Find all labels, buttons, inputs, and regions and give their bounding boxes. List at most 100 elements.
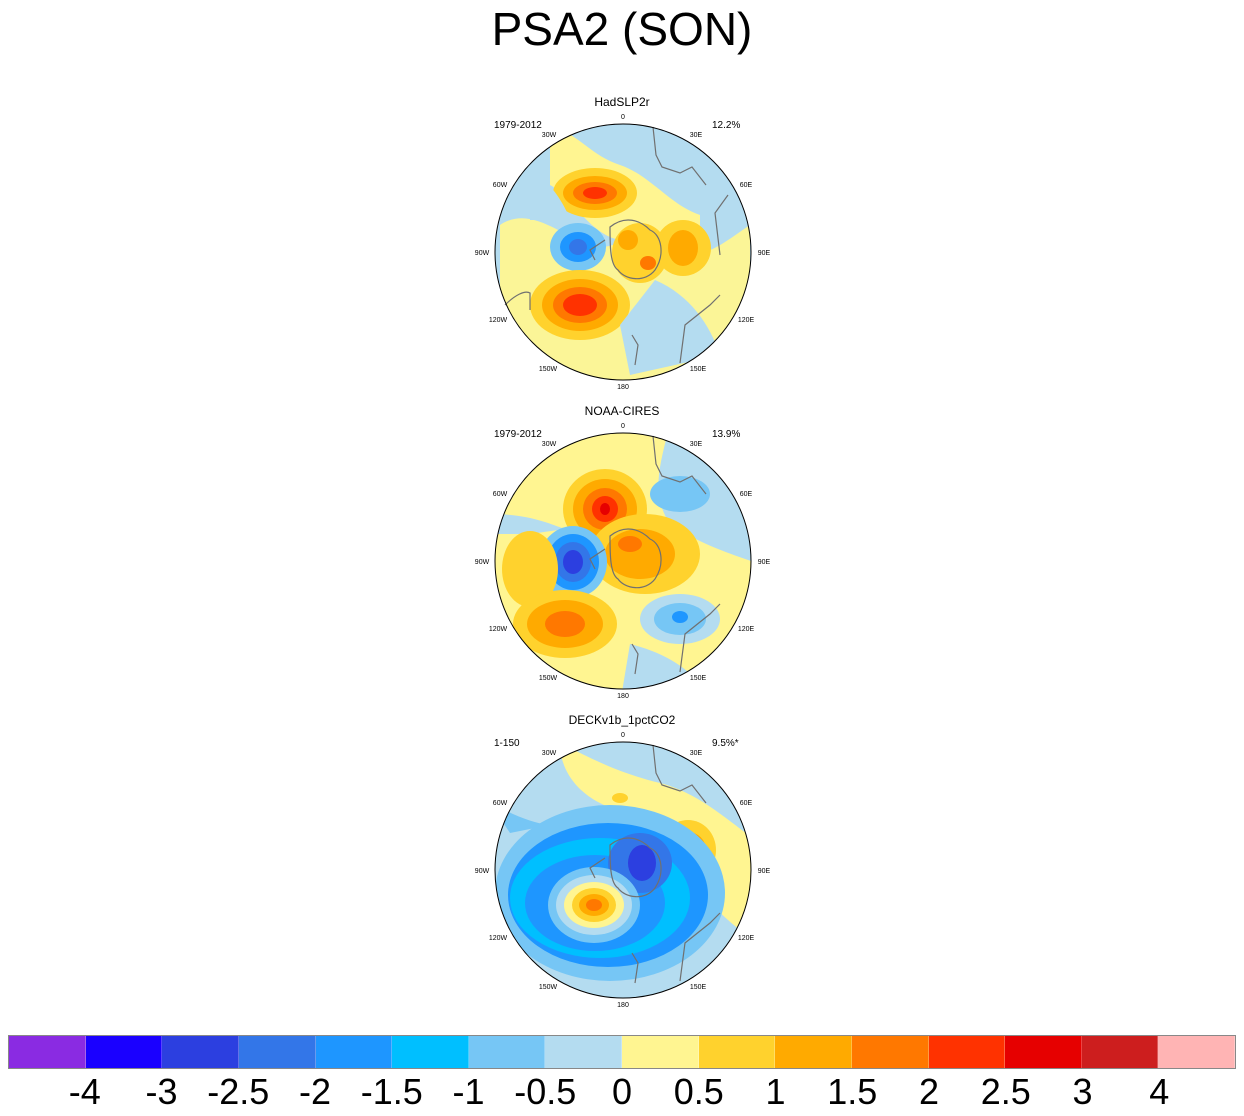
map-panel-noaa-cires: NOAA-CIRES 1979-2012 13.9% (470, 404, 774, 704)
coastline (652, 435, 707, 495)
lon-label: 90W (475, 868, 490, 875)
colorbar-segment (928, 1036, 1006, 1068)
colorbar-tick-label: -3 (145, 1071, 178, 1112)
coastline (652, 126, 707, 186)
longitude-labels: 0 30E 60E 90E 120E 150E 180 150W 120W 90… (475, 114, 771, 391)
panel-variance: 12.2% (712, 120, 741, 131)
lon-label: 150W (539, 366, 558, 373)
coastline (631, 334, 639, 366)
lon-label: 60W (493, 800, 508, 807)
lon-label: 60E (740, 491, 753, 498)
colorbar-segment (315, 1036, 393, 1068)
colorbar-segment (1081, 1036, 1159, 1068)
lon-label: 90E (758, 250, 771, 257)
coastline (679, 603, 721, 673)
lon-label: 30W (542, 132, 557, 139)
panel-variance: 9.5%* (712, 738, 739, 749)
colorbar-segment (851, 1036, 929, 1068)
polar-map: 0 30E 60E 90E 120E 150E 180 150W 120W 90… (475, 114, 771, 391)
colorbar (8, 1035, 1236, 1069)
lon-label: 180 (617, 693, 629, 700)
coastline (631, 952, 639, 984)
map-boundary (494, 123, 752, 381)
lon-label: 150E (690, 675, 707, 682)
colorbar-tick-label: 0.5 (673, 1071, 724, 1112)
lon-label: 120W (489, 935, 508, 942)
lon-label: 30E (690, 750, 703, 757)
antarctica-coastline (609, 219, 662, 280)
coastline (504, 291, 531, 310)
low-contour (628, 845, 656, 881)
lon-label: 0 (621, 732, 625, 739)
colorbar-tick-label: -2 (298, 1071, 332, 1112)
coastline (589, 239, 606, 261)
polar-map: 0 30E 60E 90E 120E 150E 180 150W 120W 90… (475, 423, 771, 700)
lon-label: 90W (475, 250, 490, 257)
high-contour (612, 223, 668, 283)
map-panel-hadslp2r: HadSLP2r 1979-2012 12.2% (470, 95, 774, 395)
polar-map: 0 30E 60E 90E 120E 150E 180 150W 120W 90… (475, 732, 771, 1009)
lon-label: 120W (489, 317, 508, 324)
colorbar-tick-label: -1 (452, 1071, 485, 1112)
colorbar-tick-label: 3 (1072, 1071, 1093, 1112)
panel-period: 1-150 (494, 738, 520, 749)
colorbar-segment (1158, 1036, 1235, 1068)
high-contour (545, 611, 585, 637)
coastline (631, 643, 639, 675)
coastline (589, 857, 606, 879)
lon-label: 150W (539, 675, 558, 682)
low-contour (672, 611, 688, 623)
coastline (679, 912, 721, 982)
map-panel-deckv1b: DECKv1b_1pctCO2 1-150 9.5%* (470, 713, 774, 1013)
panel-variance: 13.9% (712, 429, 741, 440)
colorbar-segment (392, 1036, 469, 1068)
lon-label: 120W (489, 626, 508, 633)
lon-label: 30W (542, 441, 557, 448)
colorbar-tick-label: 0 (611, 1071, 633, 1112)
lon-label: 120E (738, 935, 755, 942)
colorbar-tick-label: 1 (765, 1071, 786, 1112)
negative-band (495, 514, 565, 534)
panel-title: DECKv1b_1pctCO2 (568, 713, 676, 727)
colorbar-segment (162, 1036, 239, 1068)
lon-label: 90W (475, 559, 490, 566)
low-contour (650, 476, 710, 512)
colorbar-tick-label: -2.5 (207, 1071, 270, 1112)
coastline (714, 194, 729, 256)
high-contour (668, 230, 698, 266)
panel-title: HadSLP2r (594, 95, 650, 109)
colorbar-segment (698, 1036, 776, 1068)
colorbar-segment (9, 1036, 86, 1068)
lon-label: 150W (539, 984, 558, 991)
coastline (679, 294, 721, 364)
coastline (652, 744, 707, 804)
lon-label: 90E (758, 868, 771, 875)
lon-label: 150E (690, 984, 707, 991)
high-contour (600, 503, 610, 515)
lon-label: 30E (690, 441, 703, 448)
high-contour (586, 899, 602, 911)
coastline (589, 548, 606, 570)
colorbar-segment (468, 1036, 546, 1068)
page-title: PSA2 (SON) (491, 3, 753, 55)
high-contour (502, 531, 558, 607)
colorbar-tick-label: -4 (68, 1071, 101, 1112)
map-boundary (494, 432, 752, 690)
high-contour (618, 536, 642, 552)
lon-label: 120E (738, 626, 755, 633)
colorbar-segment (1005, 1036, 1082, 1068)
lon-label: 60E (740, 800, 753, 807)
negative-band (530, 170, 570, 220)
colorbar-segment (238, 1036, 316, 1068)
lon-label: 60W (493, 491, 508, 498)
negative-band (620, 280, 720, 375)
lon-label: 90E (758, 559, 771, 566)
high-contour (563, 294, 597, 316)
lon-label: 30W (542, 750, 557, 757)
antarctica-coastline (609, 837, 662, 898)
antarctica-coastline (609, 528, 662, 589)
map-boundary (494, 741, 752, 999)
high-contour (618, 230, 638, 250)
lon-label: 60E (740, 182, 753, 189)
colorbar-tick-label: -1.5 (360, 1071, 423, 1112)
